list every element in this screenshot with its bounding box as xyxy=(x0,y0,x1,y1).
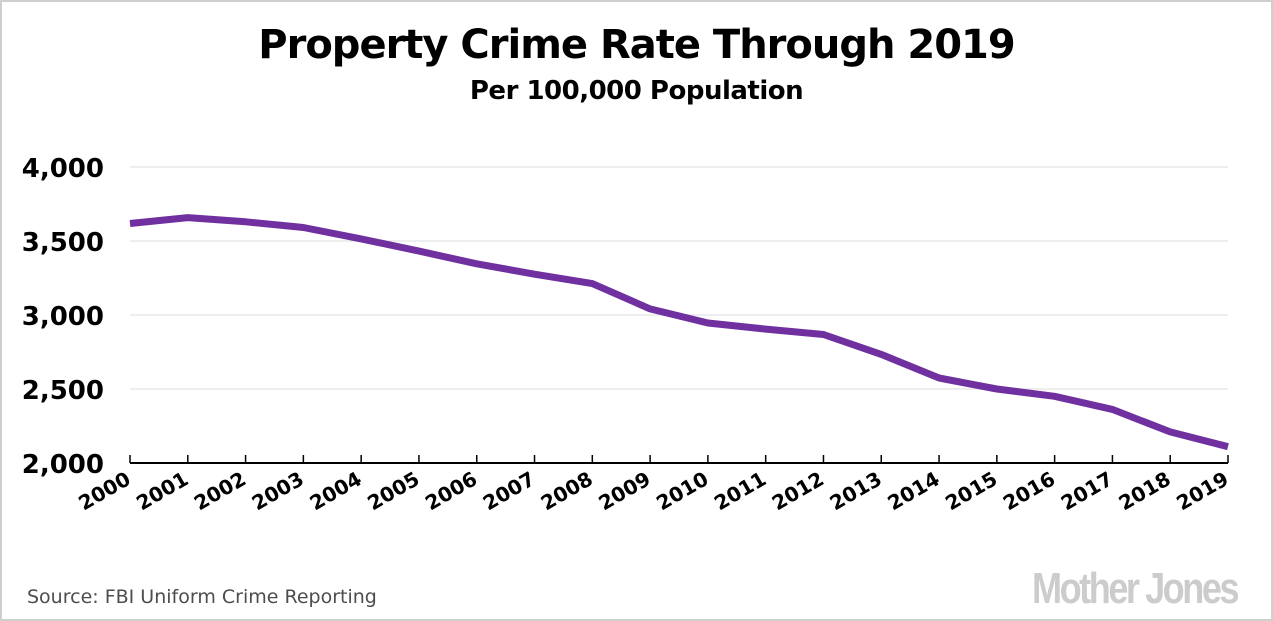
x-tick-label: 2004 xyxy=(305,467,365,516)
series-line xyxy=(129,214,1229,451)
y-axis-tick-labels: 2,000 2,500 3,000 3,500 4,000 xyxy=(22,154,104,480)
chart-subtitle: Per 100,000 Population xyxy=(469,76,804,106)
x-tick-label: 2013 xyxy=(826,467,886,516)
x-axis xyxy=(129,455,1229,464)
gridlines xyxy=(130,166,1228,390)
x-tick-label: 2014 xyxy=(883,467,943,516)
y-tick-label: 3,500 xyxy=(22,228,104,258)
source-note: Source: FBI Uniform Crime Reporting xyxy=(27,586,377,608)
chart-title: Property Crime Rate Through 2019 xyxy=(258,22,1015,68)
x-tick-label: 2017 xyxy=(1057,467,1117,516)
x-axis-tick-labels: 2000200120022003200420052006200720082009… xyxy=(74,467,1232,516)
x-tick-label: 2005 xyxy=(363,467,423,516)
x-tick-label: 2008 xyxy=(537,467,597,516)
x-tick-label: 2006 xyxy=(421,467,481,516)
series-layer xyxy=(129,214,1229,451)
y-tick-label: 3,000 xyxy=(22,302,104,332)
x-tick-label: 2018 xyxy=(1114,467,1174,516)
x-tick-label: 2009 xyxy=(594,467,654,516)
mother-jones-logo: Mother Jones xyxy=(1031,564,1239,613)
x-tick-label: 2012 xyxy=(768,467,828,516)
x-tick-label: 2001 xyxy=(132,467,192,516)
y-tick-label: 2,000 xyxy=(22,450,104,480)
y-tick-label: 2,500 xyxy=(22,376,104,406)
x-tick-label: 2016 xyxy=(999,467,1059,516)
x-tick-label: 2003 xyxy=(248,467,308,516)
x-tick-label: 2010 xyxy=(652,467,712,516)
x-tick-label: 2002 xyxy=(190,467,250,516)
x-tick-label: 2015 xyxy=(941,467,1001,516)
y-tick-label: 4,000 xyxy=(22,154,104,184)
x-tick-label: 2007 xyxy=(479,467,539,516)
x-tick-label: 2011 xyxy=(710,467,770,516)
x-tick-label: 2019 xyxy=(1172,467,1232,516)
